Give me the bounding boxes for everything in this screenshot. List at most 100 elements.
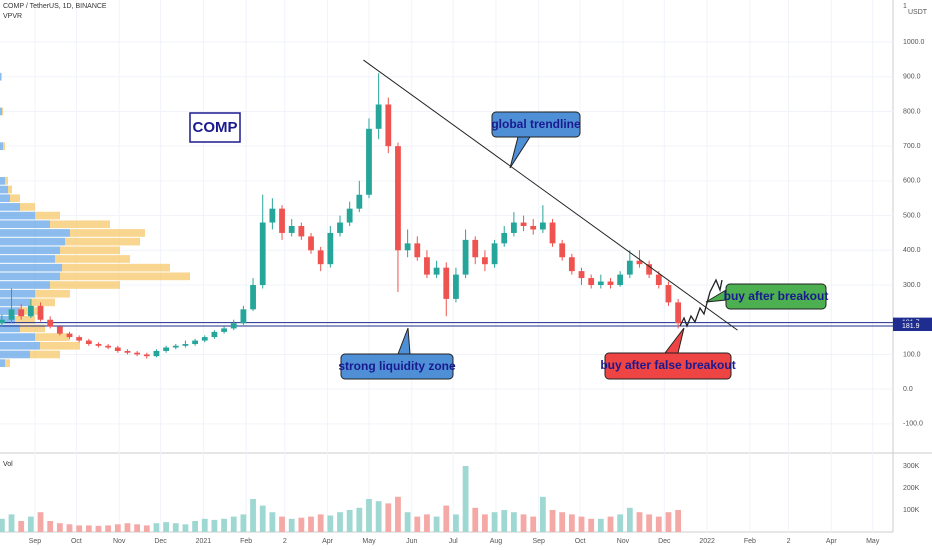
x-tick-label: Apr <box>322 538 334 545</box>
profile-row <box>8 185 12 194</box>
volume-bar <box>317 514 324 532</box>
candle-body <box>549 222 556 244</box>
candle-body <box>539 222 546 230</box>
candle-body <box>578 271 585 279</box>
volume-bar <box>37 512 44 532</box>
candle-body <box>375 104 382 129</box>
profile-row <box>30 350 60 359</box>
profile-row <box>0 289 35 298</box>
volume-bar <box>259 505 266 532</box>
title: COMP <box>193 119 238 136</box>
profile-row <box>3 142 5 150</box>
volume-bar <box>279 516 285 532</box>
volume-bar <box>327 515 334 532</box>
profile-row <box>0 298 30 307</box>
x-tick-label: May <box>866 538 880 545</box>
profile-row <box>35 289 70 298</box>
profile-row <box>2 107 3 116</box>
trendline <box>363 59 738 331</box>
profile-row <box>62 263 170 272</box>
y-tick-label: 600.0 <box>903 178 921 185</box>
volume-bar <box>47 521 54 532</box>
candle-body <box>288 226 295 233</box>
volume-bar <box>366 499 372 532</box>
symbol: COMP / TetherUS, 1D, BINANCE <box>3 3 107 10</box>
candle-body <box>655 274 662 286</box>
volume-bar <box>655 516 662 532</box>
candle-body <box>395 146 401 251</box>
x-tick-label: Jul <box>449 538 458 545</box>
volume-bar <box>385 503 392 532</box>
candle-body <box>85 340 92 345</box>
volume-bar <box>530 516 537 532</box>
title-box <box>189 112 241 143</box>
volume-tick-label: 300K <box>903 463 920 470</box>
candle-body <box>47 319 54 327</box>
candle-body <box>626 260 633 275</box>
volume-bar <box>95 525 102 532</box>
volume-tick-label: 200K <box>903 485 920 492</box>
volume-bar <box>76 525 83 532</box>
candle-body <box>482 257 488 265</box>
volume-bar <box>491 512 498 532</box>
volume-bar <box>221 518 227 532</box>
profile-row <box>65 237 140 246</box>
profile-row <box>0 272 60 281</box>
profile-row <box>0 255 55 263</box>
volume-bar <box>482 514 488 532</box>
candle-body <box>18 309 25 317</box>
x-tick-label: May <box>362 538 376 545</box>
volume-bar <box>27 516 34 532</box>
candle-body <box>95 344 102 346</box>
candle-body <box>240 309 247 324</box>
candle-body <box>124 350 131 353</box>
candle-body <box>675 302 682 324</box>
volume-bar <box>510 512 517 532</box>
profile-row <box>0 315 15 324</box>
candle-body <box>114 347 121 351</box>
candle-body <box>211 331 218 338</box>
volume-bar <box>163 522 170 532</box>
candle-body <box>530 226 537 230</box>
volume-bar <box>124 523 131 532</box>
x-tick-label: 2021 <box>196 538 212 545</box>
callout-box <box>725 283 827 310</box>
profile-row <box>0 203 20 211</box>
volume-bar <box>568 514 575 532</box>
price-tag <box>893 321 932 332</box>
x-tick-label: Oct <box>575 538 586 545</box>
candle-body <box>443 267 450 299</box>
volume-bar <box>346 510 353 532</box>
candle-body <box>221 328 227 332</box>
candle-body <box>501 232 508 244</box>
volume-bar <box>18 521 25 532</box>
x-tick-label: Nov <box>617 538 630 545</box>
candle-body <box>172 345 179 348</box>
profile-row <box>0 237 65 246</box>
x-tick-label: Dec <box>658 538 671 545</box>
profile-row <box>0 324 20 333</box>
volume-bar <box>250 499 256 532</box>
candle-body <box>617 274 624 286</box>
profile-row <box>0 211 35 220</box>
candle-body <box>76 337 83 341</box>
profile-row <box>35 333 70 341</box>
volume-bar <box>424 514 430 532</box>
callout-box <box>491 111 581 138</box>
profile-row <box>40 341 80 350</box>
volume-bar <box>114 524 121 532</box>
volume-tick-label: 100K <box>903 507 920 514</box>
scale-marker: 1 <box>903 3 907 10</box>
volume-bar <box>0 518 5 532</box>
candle-body <box>279 208 285 233</box>
candle-body <box>153 350 160 357</box>
currency: USDT <box>908 9 928 16</box>
callout-box <box>604 352 732 380</box>
volume-bar <box>85 525 92 532</box>
price-tag-label: 181.9 <box>902 323 920 330</box>
candle-body <box>404 243 411 251</box>
profile-row <box>0 350 30 359</box>
candle-body <box>327 232 334 265</box>
candle-body <box>636 260 643 265</box>
